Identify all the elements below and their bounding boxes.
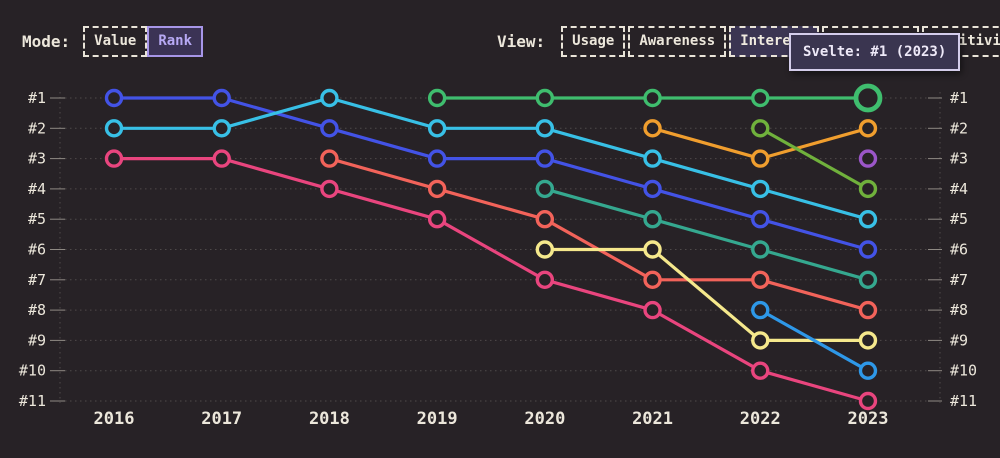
data-point[interactable] <box>320 119 339 138</box>
mode-option-value[interactable]: Value <box>83 26 148 57</box>
data-point[interactable] <box>643 149 662 168</box>
rank-label-left: #5 <box>28 210 46 228</box>
data-point[interactable] <box>643 270 662 289</box>
rank-label-left: #9 <box>28 331 46 349</box>
mode-toggle-group: Mode: Value Rank <box>22 26 204 57</box>
data-point[interactable] <box>643 119 662 138</box>
data-point[interactable] <box>427 88 447 108</box>
data-point[interactable] <box>858 300 878 320</box>
data-point[interactable] <box>104 88 124 108</box>
rank-label-right: #2 <box>950 119 968 137</box>
series-line-olive-series <box>758 126 870 191</box>
data-point[interactable] <box>535 240 555 259</box>
view-option-usage[interactable]: Usage <box>561 26 626 57</box>
data-point[interactable] <box>643 300 662 320</box>
data-point[interactable] <box>751 270 770 289</box>
data-point[interactable] <box>212 88 231 108</box>
data-point[interactable] <box>751 300 770 320</box>
data-point[interactable] <box>643 209 662 229</box>
tooltip: Svelte: #1 (2023) <box>789 33 961 71</box>
data-point[interactable] <box>427 149 447 168</box>
data-point[interactable] <box>212 119 231 138</box>
data-point[interactable] <box>320 149 339 168</box>
data-point[interactable] <box>427 179 447 199</box>
data-point[interactable] <box>751 209 770 229</box>
year-label: 2023 <box>847 409 888 429</box>
rank-label-left: #7 <box>28 271 46 289</box>
data-point[interactable] <box>751 331 770 350</box>
year-label: 2019 <box>417 409 458 429</box>
series-line-teal-series <box>543 187 870 282</box>
rank-label-right: #5 <box>950 210 968 228</box>
data-point[interactable] <box>535 270 555 289</box>
data-point[interactable] <box>535 119 555 138</box>
data-point[interactable] <box>427 209 447 229</box>
year-label: 2017 <box>201 409 242 429</box>
data-point[interactable] <box>104 119 124 138</box>
data-point[interactable] <box>212 149 231 168</box>
data-point[interactable] <box>858 240 878 259</box>
mode-label: Mode: <box>22 32 71 51</box>
data-point[interactable] <box>643 179 662 199</box>
data-point[interactable] <box>427 119 447 138</box>
data-point[interactable] <box>104 149 124 168</box>
year-label: 2016 <box>94 409 135 429</box>
rank-label-right: #1 <box>950 89 968 107</box>
year-label: 2018 <box>309 409 350 429</box>
data-point[interactable] <box>535 88 555 108</box>
view-option-awareness[interactable]: Awareness <box>628 26 727 57</box>
rank-label-right: #9 <box>950 331 968 349</box>
data-point[interactable] <box>643 88 662 108</box>
series-line-lightblue-series <box>758 308 870 373</box>
rank-label-right: #3 <box>950 150 968 168</box>
year-label: 2020 <box>524 409 565 429</box>
series-line-blue-series <box>112 96 870 252</box>
rank-label-left: #4 <box>28 180 46 198</box>
data-point-highlighted[interactable] <box>853 83 883 113</box>
view-label: View: <box>497 32 546 51</box>
data-point[interactable] <box>535 209 555 229</box>
data-point[interactable] <box>751 149 770 168</box>
rank-label-right: #8 <box>950 301 968 319</box>
rank-label-left: #10 <box>19 362 46 380</box>
data-point[interactable] <box>643 240 662 259</box>
rank-label-left: #6 <box>28 241 46 259</box>
data-point[interactable] <box>320 179 339 199</box>
data-point[interactable] <box>858 149 878 168</box>
mode-option-rank[interactable]: Rank <box>147 26 204 57</box>
data-point[interactable] <box>320 88 339 108</box>
tooltip-text: Svelte: #1 (2023) <box>803 44 947 60</box>
year-label: 2022 <box>740 409 781 429</box>
data-point[interactable] <box>751 119 770 138</box>
rank-label-left: #8 <box>28 301 46 319</box>
rank-label-right: #7 <box>950 271 968 289</box>
data-point[interactable] <box>858 270 878 289</box>
data-point[interactable] <box>751 361 770 380</box>
series-line-cyan-series <box>112 96 870 221</box>
series-line-pink-series <box>112 157 870 403</box>
rank-label-right: #11 <box>950 392 977 410</box>
series-line-salmon-series <box>327 157 870 312</box>
data-point[interactable] <box>858 119 878 138</box>
rank-label-left: #2 <box>28 119 46 137</box>
data-point[interactable] <box>751 179 770 199</box>
data-point[interactable] <box>858 179 878 199</box>
rank-label-right: #6 <box>950 241 968 259</box>
rank-label-left: #3 <box>28 150 46 168</box>
rank-label-left: #11 <box>19 392 46 410</box>
rank-label-right: #10 <box>950 362 977 380</box>
data-point[interactable] <box>858 391 878 411</box>
data-point[interactable] <box>858 361 878 380</box>
data-point[interactable] <box>535 149 555 168</box>
year-label: 2021 <box>632 409 673 429</box>
data-point[interactable] <box>751 240 770 259</box>
data-point[interactable] <box>858 209 878 229</box>
rank-label-right: #4 <box>950 180 968 198</box>
rank-label-left: #1 <box>28 89 46 107</box>
data-point[interactable] <box>751 88 770 108</box>
data-point[interactable] <box>858 331 878 350</box>
data-point[interactable] <box>535 179 555 199</box>
